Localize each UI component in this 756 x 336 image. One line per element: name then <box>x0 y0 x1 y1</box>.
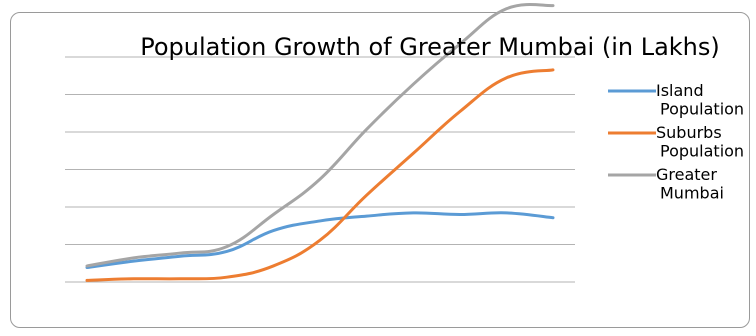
chart-title: Population Growth of Greater Mumbai (in … <box>140 33 720 61</box>
legend: Island Population Suburbs Population Greater… <box>608 81 744 203</box>
gridlines <box>65 56 575 283</box>
chart-frame <box>10 12 750 328</box>
legend-label: Greater Mumbai <box>656 165 724 203</box>
series-lines <box>85 3 555 282</box>
legend-entry-2: Suburbs Population <box>608 123 744 161</box>
legend-entry-3: Greater Mumbai <box>608 165 724 203</box>
series-line-3 <box>85 3 555 268</box>
legend-entry-1: Island Population <box>608 81 744 119</box>
legend-label: Island Population <box>656 81 744 119</box>
series-line-2 <box>85 68 555 282</box>
legend-label: Suburbs Population <box>656 123 744 161</box>
series-line-1 <box>85 211 555 270</box>
